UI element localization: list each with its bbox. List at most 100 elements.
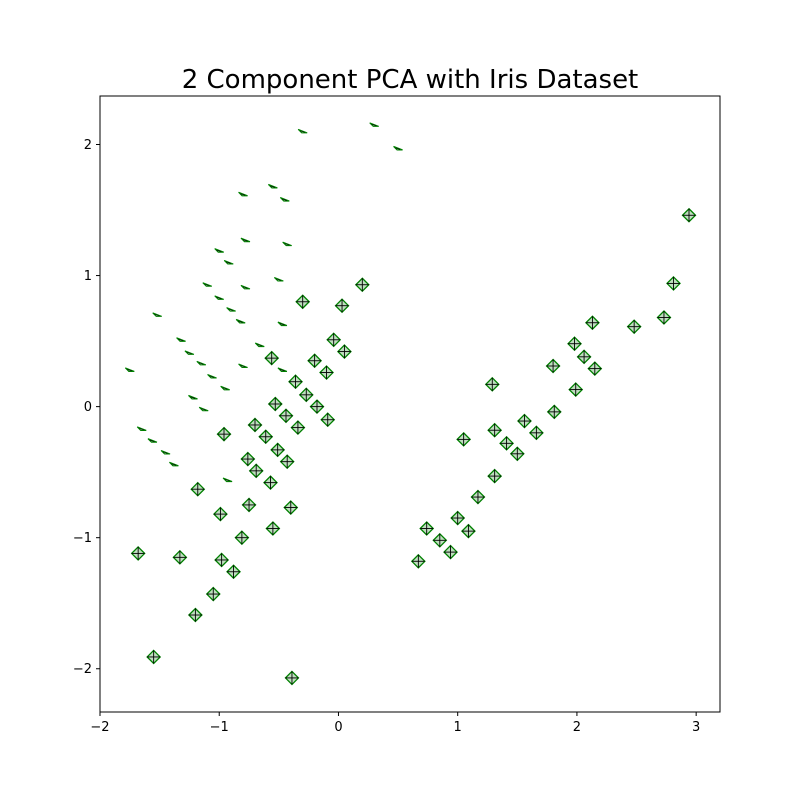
data-point	[216, 426, 232, 442]
data-point	[172, 549, 188, 565]
x-tick-label: 2	[573, 720, 581, 735]
data-point	[279, 197, 290, 202]
data-point	[443, 544, 458, 560]
data-point	[258, 429, 274, 445]
data-point	[205, 586, 221, 602]
data-point	[284, 670, 300, 686]
data-point	[152, 312, 162, 317]
series-small-wedge	[124, 122, 403, 483]
series-diamond-plus	[130, 207, 697, 686]
data-point	[214, 295, 224, 300]
x-axis: −2 −1 0 1 2 3	[90, 712, 700, 735]
data-point	[568, 382, 584, 398]
data-point	[214, 248, 224, 253]
data-point	[207, 373, 217, 379]
data-point	[567, 336, 582, 352]
data-point	[130, 545, 146, 561]
data-point	[222, 477, 233, 483]
data-point	[461, 523, 476, 539]
data-point	[585, 315, 600, 331]
data-point	[265, 521, 281, 536]
data-point	[432, 532, 448, 548]
data-point	[288, 374, 303, 390]
data-point	[176, 337, 186, 342]
data-point	[240, 451, 256, 467]
data-point	[240, 284, 251, 290]
data-point	[184, 350, 195, 355]
data-point	[160, 449, 171, 455]
data-point	[290, 420, 306, 436]
data-point	[277, 367, 288, 372]
data-point	[319, 365, 334, 380]
data-point	[298, 387, 314, 403]
data-point	[393, 145, 403, 151]
data-point	[656, 310, 672, 325]
data-point	[626, 319, 642, 335]
y-tick-label: 2	[84, 138, 92, 153]
data-point	[354, 277, 370, 293]
data-point	[220, 385, 230, 391]
x-tick-label: 0	[334, 720, 342, 735]
data-point	[681, 207, 697, 223]
data-point	[326, 332, 342, 348]
data-point	[283, 500, 299, 515]
y-tick-label: −1	[73, 531, 92, 546]
data-point	[410, 553, 426, 569]
data-point	[470, 489, 486, 505]
data-point	[484, 376, 500, 392]
data-point	[450, 510, 466, 526]
data-point	[146, 649, 162, 665]
data-point	[147, 438, 158, 443]
data-point	[270, 442, 286, 458]
data-point	[202, 282, 213, 287]
chart-title: 2 Component PCA with Iris Dataset	[182, 65, 639, 95]
data-point	[499, 435, 514, 451]
data-point	[509, 446, 525, 462]
x-tick-label: −2	[90, 720, 109, 735]
data-point	[234, 530, 250, 546]
data-point	[277, 321, 288, 327]
y-tick-label: 1	[84, 269, 92, 284]
y-tick-label: −2	[73, 662, 92, 677]
data-point	[254, 342, 265, 348]
data-point	[267, 396, 283, 412]
data-point	[187, 607, 203, 623]
data-point	[226, 307, 236, 312]
data-point	[241, 497, 257, 513]
data-point	[169, 461, 179, 467]
data-point	[264, 350, 280, 366]
data-point	[587, 361, 603, 377]
data-point	[487, 468, 503, 484]
x-tick-label: 1	[454, 720, 462, 735]
data-point	[307, 353, 323, 369]
data-point	[223, 259, 234, 265]
data-point	[238, 363, 248, 369]
data-points	[124, 122, 697, 686]
data-point	[248, 463, 264, 479]
data-point	[320, 412, 336, 428]
data-point	[295, 294, 311, 310]
data-point	[124, 367, 135, 372]
data-point	[487, 422, 503, 438]
data-point	[545, 358, 561, 374]
data-point	[198, 406, 209, 412]
data-point	[456, 431, 472, 447]
data-point	[334, 298, 350, 314]
data-point	[190, 481, 206, 497]
data-point	[528, 425, 544, 441]
data-point	[238, 191, 248, 197]
y-tick-label: 0	[84, 400, 92, 415]
data-point	[666, 276, 681, 291]
data-point	[337, 344, 352, 359]
data-point	[214, 552, 230, 568]
data-point	[279, 454, 295, 470]
data-point	[369, 122, 379, 127]
data-point	[226, 564, 241, 580]
data-point	[136, 426, 147, 431]
plot-frame	[99, 95, 721, 713]
data-point	[546, 404, 562, 420]
data-point	[517, 413, 532, 429]
data-point	[263, 475, 278, 491]
data-point	[188, 394, 198, 400]
data-point	[267, 183, 278, 189]
